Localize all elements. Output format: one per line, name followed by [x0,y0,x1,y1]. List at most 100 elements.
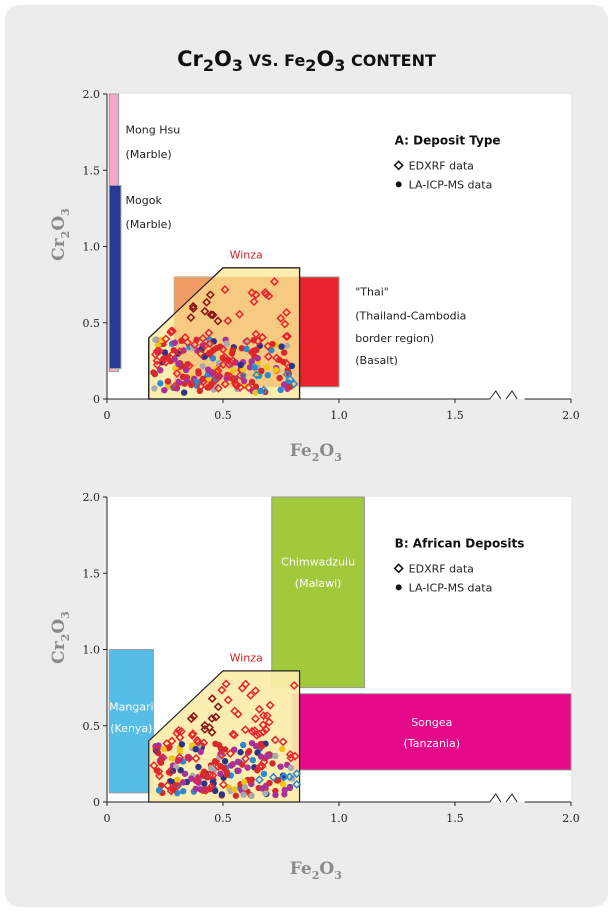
edxrf-point [187,730,197,740]
la-icp-ms-point [240,778,248,786]
la-icp-ms-point [192,745,199,753]
la-icp-ms-point [199,363,206,370]
edxrf-point [152,356,162,366]
region-label-winza: Winza [230,249,263,262]
edxrf-point [247,347,257,357]
edxrf-point [218,780,228,790]
la-icp-ms-point [175,378,182,386]
la-icp-ms-point [152,336,159,344]
edxrf-point [279,772,289,782]
legend-edxrf-symbol [393,160,404,171]
edxrf-point [252,370,262,380]
la-icp-ms-point [279,781,287,788]
la-icp-ms-point [216,754,223,761]
x-axis-break [505,390,518,400]
la-icp-ms-point [232,792,240,799]
la-icp-ms-point [183,377,191,384]
edxrf-point [265,700,275,710]
edxrf-point [214,371,224,381]
la-icp-ms-point [197,786,204,793]
edxrf-point [161,334,171,344]
la-icp-ms-point [223,771,231,778]
la-icp-ms-point [164,378,172,385]
la-icp-ms-point [278,343,285,350]
edxrf-point [249,297,259,307]
edxrf-point [227,358,236,368]
la-icp-ms-point [239,741,247,749]
legend-la-symbol [395,584,402,591]
legend-title: B: African Deposits [395,536,525,550]
edxrf-point [285,374,295,384]
edxrf-point [247,288,257,298]
la-icp-ms-point [248,358,255,365]
edxrf-point [251,686,261,696]
edxrf-point [161,357,171,367]
y-tick-label: 0.5 [83,317,101,330]
la-icp-ms-point [244,764,251,771]
region-mangari [108,649,154,794]
la-icp-ms-point [237,749,244,756]
x-tick-label: 1.5 [446,409,464,422]
edxrf-point [251,714,260,724]
la-icp-ms-point [197,748,204,756]
edxrf-point [257,741,266,751]
edxrf-point [242,336,252,346]
region-chimwadzulu [271,496,366,689]
la-icp-ms-point [262,790,269,797]
la-icp-ms-point [207,764,215,772]
la-icp-ms-point [217,770,224,778]
edxrf-point [269,277,279,287]
edxrf-point [163,781,173,790]
la-icp-ms-point [260,770,268,778]
x-tick-label: 2.0 [562,409,580,422]
edxrf-point [278,737,288,747]
edxrf-point [259,385,269,395]
legend-la-symbol [395,181,402,188]
edxrf-point [210,375,220,385]
edxrf-point [201,785,211,795]
edxrf-point [290,751,300,761]
edxrf-point [205,381,215,391]
edxrf-point [193,737,203,747]
la-icp-ms-point [158,754,166,761]
figure-title: Cr2O3 VS. Fe2O3 CONTENT [177,47,436,76]
edxrf-point [205,349,214,359]
edxrf-point [220,352,230,362]
edxrf-point [254,775,264,785]
edxrf-point [180,333,190,342]
edxrf-point [270,735,280,745]
edxrf-point [225,372,235,382]
la-icp-ms-point [281,786,288,794]
edxrf-point [169,382,179,392]
x-tick-label: 1.5 [446,812,464,825]
region-label-mangari: Mangari [109,701,154,714]
edxrf-point [230,706,240,716]
edxrf-point [175,752,185,762]
la-icp-ms-point [227,762,235,769]
la-icp-ms-point [283,342,291,349]
x-tick-label: 0.5 [214,812,232,825]
la-icp-ms-point [204,366,212,373]
la-icp-ms-point [264,752,271,759]
edxrf-point [200,306,210,316]
edxrf-point [223,695,233,705]
la-icp-ms-point [286,784,294,792]
edxrf-point [166,786,176,796]
la-icp-ms-point [195,763,202,771]
edxrf-point [207,694,217,704]
edxrf-point [167,326,177,336]
la-icp-ms-point [168,755,175,762]
la-icp-ms-point [211,787,219,795]
x-tick-label: 0.5 [214,409,232,422]
region-label-chimwadzulu: Chimwadzulu [281,556,355,569]
la-icp-ms-point [278,745,286,753]
edxrf-point [190,340,200,350]
la-icp-ms-point [212,740,219,748]
edxrf-point [204,723,214,732]
edxrf-point [152,360,162,370]
edxrf-point [184,361,194,371]
la-icp-ms-point [229,367,237,375]
x-tick-label: 0 [104,409,111,422]
region-sublabel-chimwadzulu: (Malawi) [295,577,342,590]
edxrf-point [193,775,203,785]
